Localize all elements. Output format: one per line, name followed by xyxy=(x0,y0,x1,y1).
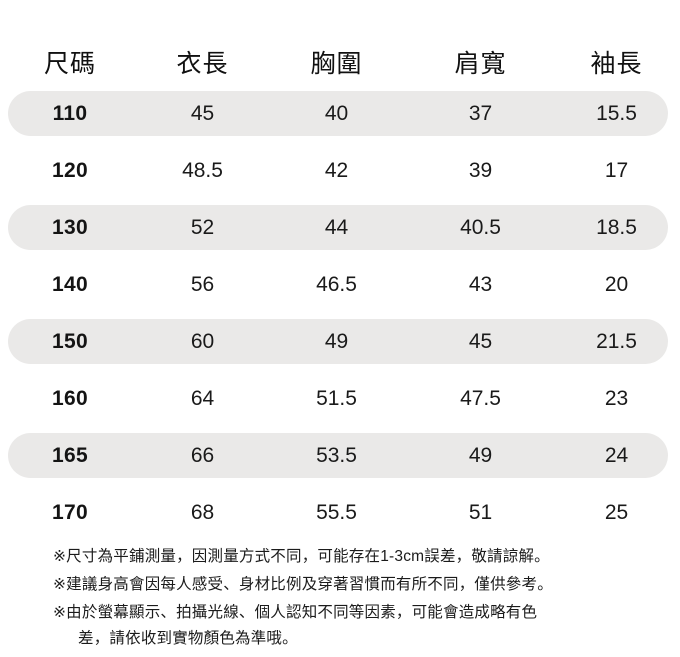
cell-shoulder: 43 xyxy=(468,273,493,296)
cell-sleeve: 25 xyxy=(604,501,629,524)
column-header-size: 尺碼 xyxy=(43,50,96,78)
cell-sleeve: 24 xyxy=(604,444,629,467)
cell-shoulder: 37 xyxy=(468,102,493,125)
cell-size: 150 xyxy=(52,330,88,353)
table-row: 110 45 40 37 15.5 xyxy=(0,85,680,142)
cell-bust: 53.5 xyxy=(316,444,357,467)
table-row: 140 56 46.5 43 20 xyxy=(0,256,680,313)
cell-sleeve: 21.5 xyxy=(596,330,637,353)
table-row: 120 48.5 42 39 17 xyxy=(0,142,680,199)
cell-bust: 46.5 xyxy=(316,273,357,296)
note-color: ※由於螢幕顯示、拍攝光線、個人認知不同等因素，可能會造成略有色 差，請依收到實物… xyxy=(53,604,538,647)
cell-bust: 49 xyxy=(324,330,349,353)
cell-shoulder: 51 xyxy=(468,501,493,524)
column-header-shoulder: 肩寬 xyxy=(454,50,507,78)
cell-length: 56 xyxy=(190,273,215,296)
column-header-length: 衣長 xyxy=(176,50,229,78)
cell-sleeve: 20 xyxy=(604,273,629,296)
column-header-sleeve: 袖長 xyxy=(590,50,643,78)
cell-sleeve: 18.5 xyxy=(596,216,637,239)
cell-length: 45 xyxy=(190,102,215,125)
table-header-row: 尺碼 衣長 胸圍 肩寬 袖長 xyxy=(0,0,680,85)
cell-length: 52 xyxy=(190,216,215,239)
cell-shoulder: 45 xyxy=(468,330,493,353)
table-row: 130 52 44 40.5 18.5 xyxy=(0,199,680,256)
cell-sleeve: 15.5 xyxy=(596,102,637,125)
cell-length: 64 xyxy=(190,387,215,410)
cell-shoulder: 39 xyxy=(468,159,493,182)
cell-length: 66 xyxy=(190,444,215,467)
cell-length: 60 xyxy=(190,330,215,353)
cell-size: 140 xyxy=(52,273,88,296)
cell-bust: 55.5 xyxy=(316,501,357,524)
cell-sleeve: 23 xyxy=(604,387,629,410)
cell-size: 120 xyxy=(52,159,88,182)
cell-bust: 44 xyxy=(324,216,349,239)
table-row: 170 68 55.5 51 25 xyxy=(0,484,680,541)
size-chart-notes: ※尺寸為平鋪測量，因測量方式不同，可能存在1-3cm誤差，敬請諒解。 ※建議身高… xyxy=(53,544,653,652)
column-header-bust: 胸圍 xyxy=(310,50,363,78)
cell-bust: 40 xyxy=(324,102,349,125)
table-row: 150 60 49 45 21.5 xyxy=(0,313,680,370)
cell-sleeve: 17 xyxy=(604,159,629,182)
cell-length: 48.5 xyxy=(182,159,223,182)
note-measurement: ※尺寸為平鋪測量，因測量方式不同，可能存在1-3cm誤差，敬請諒解。 xyxy=(53,548,550,565)
cell-bust: 42 xyxy=(324,159,349,182)
cell-bust: 51.5 xyxy=(316,387,357,410)
cell-shoulder: 49 xyxy=(468,444,493,467)
size-chart-table: 尺碼 衣長 胸圍 肩寬 袖長 110 45 40 37 15.5 120 48.… xyxy=(0,0,680,541)
cell-size: 165 xyxy=(52,444,88,467)
cell-size: 170 xyxy=(52,501,88,524)
note-height-guide: ※建議身高會因每人感受、身材比例及穿著習慣而有所不同，僅供參考。 xyxy=(53,576,553,593)
cell-size: 160 xyxy=(52,387,88,410)
table-row: 160 64 51.5 47.5 23 xyxy=(0,370,680,427)
cell-size: 110 xyxy=(52,102,88,125)
cell-length: 68 xyxy=(190,501,215,524)
cell-shoulder: 40.5 xyxy=(460,216,501,239)
cell-shoulder: 47.5 xyxy=(460,387,501,410)
table-row: 165 66 53.5 49 24 xyxy=(0,427,680,484)
cell-size: 130 xyxy=(52,216,88,239)
